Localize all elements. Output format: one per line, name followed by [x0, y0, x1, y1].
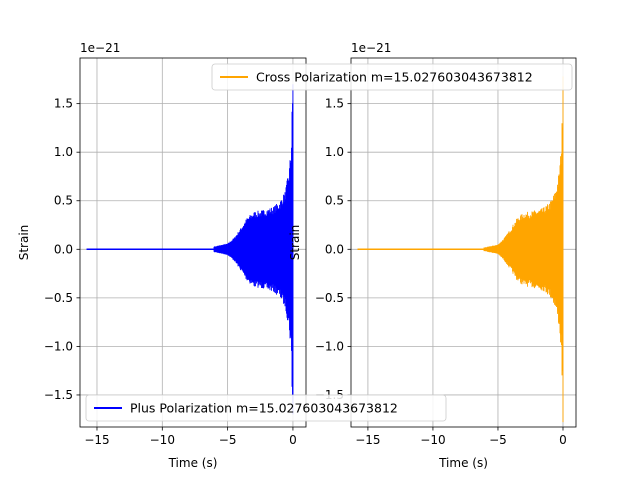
y-offset-label: 1e−21 — [351, 41, 391, 55]
y-tick-label: 1.0 — [54, 145, 73, 159]
y-tick-label: 0.0 — [54, 242, 73, 256]
legend-2: Cross Polarization m=15.027603043673812 — [211, 63, 573, 91]
y-tick-label: −1.0 — [44, 339, 73, 353]
axes-frame — [79, 57, 307, 428]
y-tick-label: 1.5 — [54, 97, 73, 111]
y-tick-label: 1.5 — [325, 97, 344, 111]
series-waveform — [483, 76, 564, 423]
y-tick-label: 1.0 — [325, 145, 344, 159]
legend-1: Plus Polarization m=15.027603043673812 — [85, 394, 447, 422]
y-offset-label: 1e−21 — [80, 41, 120, 55]
x-axis-label: Time (s) — [438, 456, 488, 470]
legend-box — [85, 394, 447, 422]
y-tick-label: −0.5 — [44, 291, 73, 305]
x-tick-label: −10 — [150, 433, 175, 447]
legend-box — [211, 63, 573, 91]
y-axis-label: Strain — [17, 225, 31, 261]
y-tick-label: −1.5 — [44, 388, 73, 402]
y-tick-label: −0.5 — [315, 291, 344, 305]
y-tick-label: 0.0 — [325, 242, 344, 256]
subplot-1: −15 −10 −5 0 −1.5 −1.0 −0.5 0.0 0.5 1.0 1.5 Time (s… — [17, 41, 307, 470]
legend-label: Plus Polarization m=15.027603043673812 — [130, 401, 398, 416]
grid-lines — [351, 58, 576, 427]
y-tick-label: 0.5 — [54, 194, 73, 208]
x-tick-label: 0 — [289, 433, 297, 447]
x-tick-label: −5 — [489, 433, 507, 447]
legend-label: Cross Polarization m=15.027603043673812 — [256, 70, 533, 85]
y-tick-label: −1.0 — [315, 339, 344, 353]
series-waveform — [213, 84, 294, 415]
axes-frame — [350, 57, 577, 428]
x-axis-label: Time (s) — [168, 456, 218, 470]
y-tick-label: 0.5 — [325, 194, 344, 208]
y-axis-label: Strain — [288, 225, 302, 261]
x-tick-label: 0 — [559, 433, 567, 447]
x-tick-label: −5 — [219, 433, 237, 447]
x-tick-label: −10 — [420, 433, 445, 447]
x-tick-label: −15 — [84, 433, 109, 447]
x-tick-label: −15 — [355, 433, 380, 447]
